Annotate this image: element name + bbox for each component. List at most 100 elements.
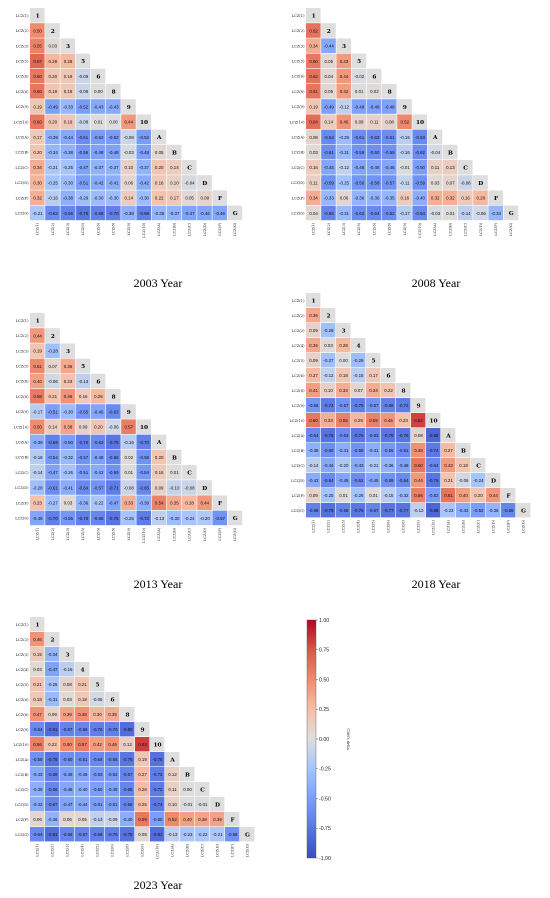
heatmap-cell	[351, 503, 366, 518]
diagonal-label: 5	[81, 364, 85, 370]
y-tick-label: LCZ(2)	[292, 29, 305, 33]
cell-value-label: 0.01	[339, 493, 348, 498]
x-tick-label: LCZ(3)	[66, 222, 70, 235]
heatmap-cell	[135, 812, 150, 827]
cell-value-label: 0.23	[33, 501, 42, 506]
diagonal-cell	[105, 692, 120, 707]
heatmap-cell	[75, 175, 91, 190]
heatmap-cell	[106, 495, 121, 510]
cell-value-label: -0.52	[93, 135, 104, 140]
x-tick-label: LCZ(8)	[112, 527, 116, 540]
heatmap-cell	[321, 68, 336, 84]
y-tick-label: LCZ(3)	[292, 44, 305, 48]
heatmap-cell	[321, 473, 336, 488]
diagonal-cell	[471, 458, 486, 473]
heatmap-cell	[182, 205, 197, 221]
heatmap-cell	[106, 465, 121, 480]
heatmap-cell	[336, 473, 351, 488]
cell-value-label: 0.06	[63, 817, 72, 822]
cell-value-label: -0.12	[339, 104, 350, 109]
cell-value-label: -0.63	[369, 135, 380, 140]
x-tick-label: LCZ(6)	[96, 527, 100, 540]
cell-value-label: 0.83	[138, 742, 147, 747]
heatmap-cell	[120, 812, 135, 827]
cell-value-label: -0.51	[78, 180, 89, 185]
cell-value-label: 0.46	[108, 742, 117, 747]
heatmap-cell	[90, 389, 106, 404]
diagonal-label: F	[218, 501, 223, 507]
diagonal-label: C	[463, 166, 468, 172]
heatmap-cell	[75, 737, 90, 752]
cell-value-label: -0.32	[63, 455, 74, 460]
heatmap-cell	[336, 458, 351, 473]
heatmap-cell	[75, 160, 91, 175]
cell-value-label: -0.70	[78, 440, 89, 445]
colorbar-tick-label: 0.75	[319, 648, 329, 654]
colorbar-tick-label: -0.25	[319, 767, 331, 773]
heatmap-cell	[321, 443, 336, 458]
cell-value-label: -0.05	[92, 697, 103, 702]
cell-value-label: -0.28	[48, 349, 59, 354]
heatmap-cell	[30, 677, 45, 692]
diagonal-cell	[411, 398, 426, 413]
heatmap-cell	[75, 389, 91, 404]
y-tick-label: LCZ(10)	[289, 419, 305, 423]
diagonal-label: A	[445, 434, 451, 440]
heatmap-cell	[427, 205, 443, 221]
cell-value-label: -0.76	[383, 433, 394, 438]
heatmap-cell	[136, 480, 151, 495]
cell-value-label: -0.76	[353, 433, 364, 438]
cell-value-label: -0.55	[383, 448, 394, 453]
cell-value-label: -0.64	[428, 463, 439, 468]
cell-value-label: -0.54	[48, 455, 59, 460]
heatmap-cell	[75, 465, 91, 480]
cell-value-label: 0.41	[309, 388, 318, 393]
heatmap-cell	[106, 480, 121, 495]
heatmap-cell	[60, 480, 75, 495]
heatmap-cell	[30, 404, 45, 419]
cell-value-label: -0.62	[385, 211, 396, 216]
y-tick-label: LCZ(F)	[16, 501, 30, 505]
cell-value-label: -0.39	[48, 135, 59, 140]
diagonal-label: D	[478, 181, 483, 187]
heatmap-cell	[121, 465, 136, 480]
heatmap-cell	[321, 175, 336, 190]
heatmap-cell	[486, 503, 501, 518]
cell-value-label: 0.40	[183, 817, 192, 822]
heatmap-cell	[306, 53, 321, 69]
cell-value-label: -0.06	[458, 478, 469, 483]
cell-value-label: 0.00	[94, 89, 103, 94]
heatmap-cell	[366, 458, 381, 473]
cell-value-label: 0.16	[79, 394, 88, 399]
heatmap-cell	[197, 495, 212, 510]
x-tick-label: LCZ(8)	[112, 222, 116, 235]
cell-value-label: -0.13	[154, 516, 165, 521]
cell-value-label: -0.38	[308, 448, 319, 453]
diagonal-label: 9	[127, 105, 131, 111]
cell-value-label: 0.40	[33, 379, 42, 384]
heatmap-cell	[60, 782, 75, 797]
heatmap-cell	[351, 473, 366, 488]
y-tick-label: LCZ(C)	[15, 166, 29, 170]
heatmap-cell	[197, 190, 212, 205]
heatmap-cell	[381, 488, 396, 503]
heatmap-cell	[121, 129, 136, 145]
diagonal-cell	[30, 617, 45, 632]
y-tick-label: LCZ(C)	[291, 166, 305, 170]
heatmap-cell	[180, 797, 195, 812]
cell-value-label: -0.35	[385, 196, 396, 201]
cell-value-label: 0.56	[33, 742, 42, 747]
cell-value-label: -0.17	[400, 211, 411, 216]
cell-value-label: -0.72	[152, 772, 163, 777]
cell-value-label: -0.66	[47, 787, 58, 792]
heatmap-cell	[195, 827, 210, 842]
cell-value-label: -0.66	[62, 832, 73, 837]
heatmap-cell	[166, 160, 182, 175]
heatmap-cell	[135, 737, 150, 752]
heatmap-cell	[75, 752, 90, 767]
cell-value-label: 0.06	[33, 817, 42, 822]
cell-value-label: -0.08	[124, 485, 135, 490]
heatmap-cell	[151, 175, 167, 190]
cell-value-label: 0.09	[48, 712, 57, 717]
heatmap-cell	[306, 144, 321, 160]
